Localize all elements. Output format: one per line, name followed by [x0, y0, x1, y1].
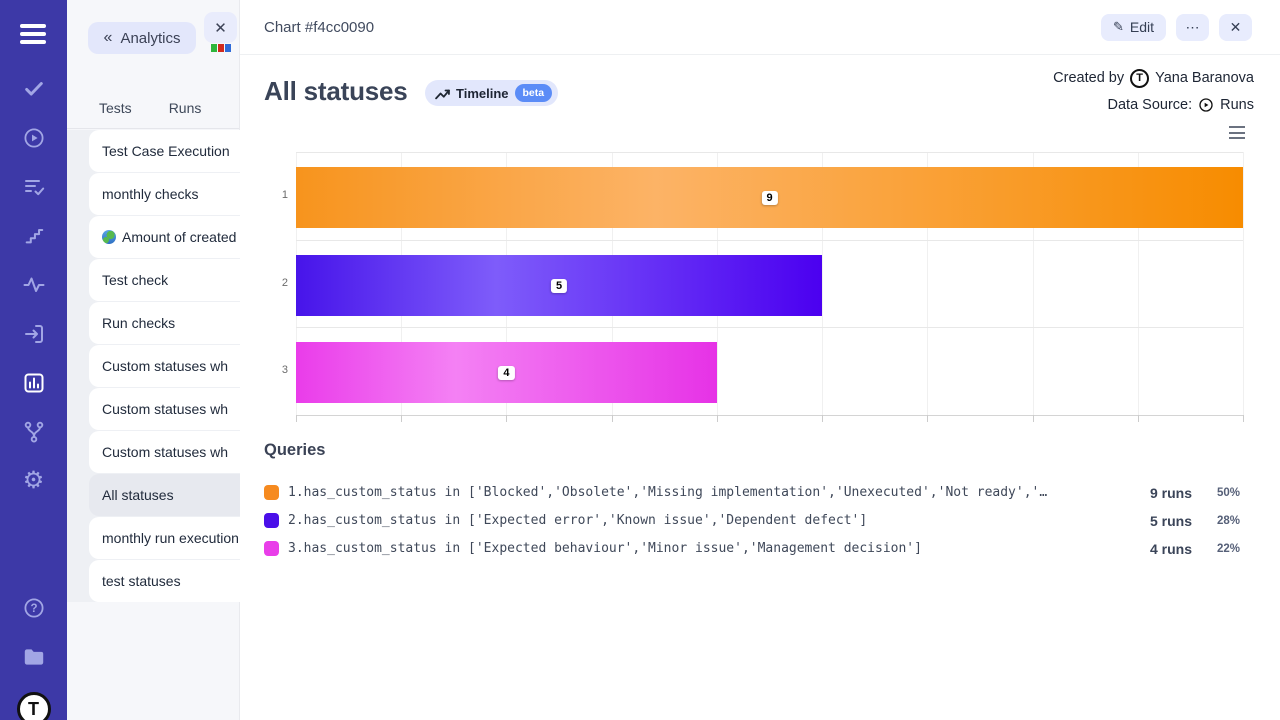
pencil-icon: ✎ — [1112, 19, 1124, 34]
queries-heading: Queries — [264, 441, 326, 459]
tests-check-icon[interactable] — [20, 75, 48, 103]
y-axis-label: 1 — [281, 189, 288, 201]
chart-list-item[interactable]: test statuses — [89, 560, 240, 602]
chart-meta: Created by T Yana Baranova Data Source: … — [1053, 68, 1254, 122]
chart-list-item[interactable]: monthly run execution — [89, 517, 240, 559]
analytics-back-button[interactable]: « Analytics — [88, 22, 196, 54]
bar-value-label: 4 — [498, 365, 515, 380]
bar-series-1[interactable]: 9 — [296, 167, 1243, 228]
author-avatar: T — [1130, 68, 1150, 88]
analytics-panel: « Analytics ✕ Tests Runs Test Case Execu… — [67, 0, 240, 720]
chart-list-item[interactable]: Custom statuses wh — [89, 345, 240, 387]
query-runs-count: 9 runs — [1149, 484, 1192, 501]
chart-context-menu-icon[interactable] — [1229, 126, 1245, 139]
query-row: 1.has_custom_status in ['Blocked','Obsol… — [264, 482, 1240, 503]
edit-button[interactable]: ✎ Edit — [1100, 13, 1166, 41]
chart-title: All statuses — [264, 76, 408, 106]
query-color-swatch — [264, 541, 279, 556]
chart-list-item[interactable]: Amount of created — [89, 216, 240, 258]
more-button[interactable]: ⋯ — [1176, 13, 1209, 41]
y-axis-label: 3 — [281, 364, 288, 376]
bar-value-label: 9 — [761, 190, 778, 205]
panel-tabs: Tests Runs — [67, 88, 239, 129]
chart-list: Test Case Execution monthly checks Amoun… — [67, 130, 240, 602]
pulse-activity-icon[interactable] — [20, 271, 48, 299]
query-percent: 28% — [1216, 514, 1240, 527]
primary-sidebar: ⚙ ? T — [0, 0, 67, 720]
chart-list-item[interactable]: Test check — [89, 259, 240, 301]
menu-icon[interactable] — [19, 20, 48, 48]
bar-chart: 1 2 3 9 5 4 — [282, 152, 1244, 423]
chart-list-item[interactable]: Custom statuses wh — [89, 388, 240, 430]
chart-list-item-selected[interactable]: All statuses — [89, 474, 240, 516]
tab-tests[interactable]: Tests — [99, 100, 132, 116]
queries-section: Queries 1.has_custom_status in ['Blocked… — [264, 441, 1240, 559]
projects-folder-icon[interactable] — [20, 643, 48, 671]
chart-list-item[interactable]: Custom statuses wh — [89, 431, 240, 473]
query-runs-count: 4 runs — [1149, 540, 1192, 557]
query-runs-count: 5 runs — [1149, 512, 1192, 529]
query-percent: 22% — [1216, 542, 1240, 555]
bar-series-3[interactable]: 4 — [296, 342, 717, 403]
chevron-double-left-icon: « — [103, 29, 113, 46]
bar-series-2[interactable]: 5 — [296, 255, 823, 316]
query-row: 3.has_custom_status in ['Expected behavi… — [264, 538, 1240, 559]
data-source-label: Data Source: — [1107, 97, 1193, 113]
created-by-label: Created by — [1053, 70, 1125, 86]
page-title: Chart #f4cc0090 — [264, 18, 375, 36]
analytics-bar-chart-icon[interactable] — [20, 369, 48, 397]
query-text: 2.has_custom_status in ['Expected error'… — [288, 513, 868, 528]
chart-list-item[interactable]: Test Case Execution — [89, 130, 240, 172]
runs-play-circle-icon[interactable] — [20, 124, 48, 152]
chart-topbar: Chart #f4cc0090 ✎ Edit ⋯ ✕ — [240, 0, 1280, 55]
milestones-stairs-icon[interactable] — [20, 222, 48, 250]
svg-text:?: ? — [30, 603, 37, 615]
app-logo[interactable]: T — [16, 692, 51, 720]
y-axis-label: 2 — [281, 277, 288, 289]
play-circle-icon — [1199, 98, 1213, 112]
help-icon[interactable]: ? — [20, 594, 48, 622]
x-axis — [296, 415, 1243, 416]
data-source-value: Runs — [1220, 97, 1254, 113]
chart-content: All statuses Timeline beta Created by T … — [240, 55, 1280, 720]
query-color-swatch — [264, 513, 279, 528]
query-percent: 50% — [1216, 486, 1240, 499]
result-list-check-icon[interactable] — [20, 173, 48, 201]
query-text: 1.has_custom_status in ['Blocked','Obsol… — [288, 485, 1048, 500]
beta-badge: beta — [514, 84, 553, 102]
bar-value-label: 5 — [550, 278, 568, 293]
chart-list-item[interactable]: Run checks — [89, 302, 240, 344]
author-name: Yana Baranova — [1155, 70, 1254, 86]
settings-gear-icon[interactable]: ⚙ — [22, 467, 45, 494]
query-row: 2.has_custom_status in ['Expected error'… — [264, 510, 1240, 531]
analytics-back-label: Analytics — [120, 29, 181, 47]
workflow-branch-icon[interactable] — [20, 418, 48, 446]
main-area: Chart #f4cc0090 ✎ Edit ⋯ ✕ All statuses … — [240, 0, 1280, 720]
chart-list-item[interactable]: monthly checks — [89, 173, 240, 215]
close-button[interactable]: ✕ — [1219, 13, 1252, 41]
trend-line-icon — [435, 89, 450, 99]
query-color-swatch — [264, 485, 279, 500]
import-sign-in-icon[interactable] — [20, 320, 48, 348]
timeline-toggle-button[interactable]: Timeline beta — [425, 80, 559, 106]
query-text: 3.has_custom_status in ['Expected behavi… — [288, 541, 922, 556]
panel-close-button[interactable]: ✕ — [204, 12, 237, 43]
analytics-mini-chart-icon — [211, 44, 231, 52]
tab-runs[interactable]: Runs — [168, 100, 202, 116]
globe-icon — [102, 230, 116, 244]
